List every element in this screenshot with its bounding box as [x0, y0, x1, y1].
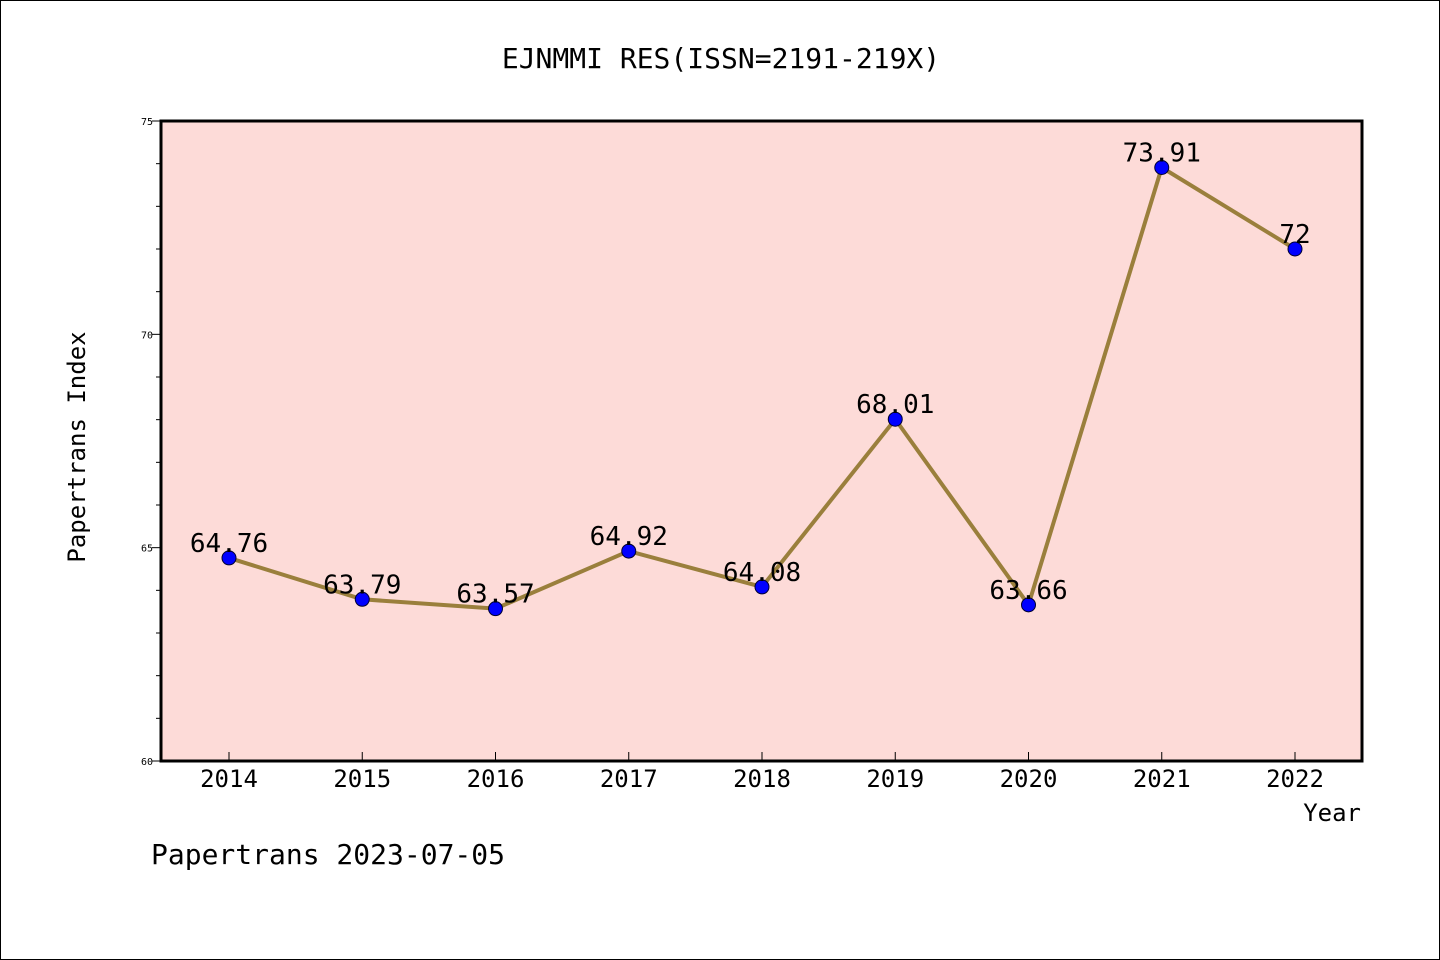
x-tick-label: 2017: [600, 765, 658, 793]
data-point: [221, 550, 237, 566]
data-label: 72: [1279, 220, 1310, 250]
data-label: 63.79: [323, 570, 401, 600]
plot-border: [159, 119, 1364, 763]
x-axis-label: Year: [1303, 799, 1361, 827]
data-point: [754, 579, 770, 595]
data-point: [621, 543, 637, 559]
y-tick-label: 70: [141, 330, 153, 341]
x-tick-label: 2014: [200, 765, 258, 793]
y-axis-label: Papertrans Index: [63, 331, 91, 562]
data-point: [488, 601, 503, 617]
x-tick-label: 2020: [1000, 765, 1058, 793]
data-label: 73.91: [1123, 139, 1201, 169]
series-points: [221, 160, 1303, 617]
x-tick-label: 2019: [866, 765, 924, 793]
plot-area: [161, 121, 1362, 761]
data-point: [354, 591, 370, 607]
x-tick-label: 2015: [333, 765, 391, 793]
data-label: 63.57: [456, 580, 534, 610]
data-label: 64.76: [190, 529, 268, 559]
x-tick-label: 2021: [1133, 765, 1191, 793]
y-axis: 60 65 70 75: [141, 117, 161, 768]
data-label: 68.01: [856, 390, 934, 420]
x-tick-label: 2022: [1266, 765, 1324, 793]
y-tick-label: 75: [141, 117, 153, 128]
x-tick-label: 2018: [733, 765, 791, 793]
data-point: [1021, 597, 1036, 613]
chart-title: EJNMMI RES(ISSN=2191-219X): [502, 42, 940, 75]
data-label: 64.08: [723, 558, 801, 588]
y-tick-label: 60: [141, 757, 153, 768]
y-tick-label: 65: [141, 544, 153, 555]
x-tick-label: 2016: [467, 765, 525, 793]
x-axis: 2014 2015 2016 2017 2018 2019 2020 2021 2022: [200, 752, 1324, 793]
data-point: [887, 411, 903, 427]
data-point: [1154, 160, 1170, 176]
data-labels: 64.76 63.79 63.57 64.92 64.08 68.01 63.66 73.91…: [190, 139, 1311, 610]
data-point: [1287, 241, 1303, 257]
footer-text: Papertrans 2023-07-05: [151, 838, 505, 871]
data-label: 63.66: [989, 576, 1067, 606]
data-label: 64.92: [590, 522, 668, 552]
